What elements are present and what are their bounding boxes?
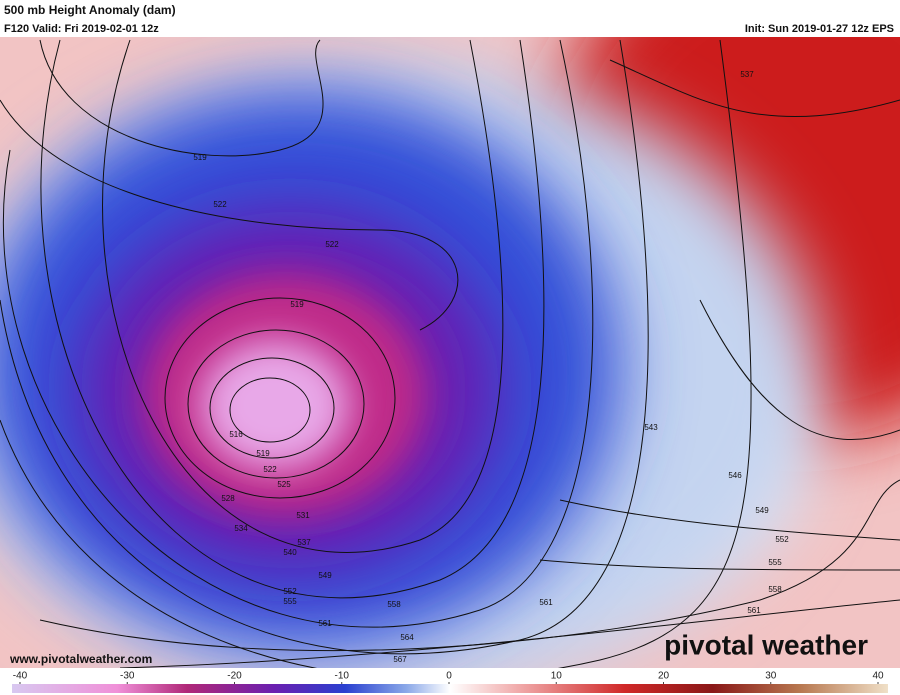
contour-label: 522 bbox=[213, 200, 227, 209]
contour-label: 567 bbox=[393, 655, 407, 664]
contour-label: 537 bbox=[740, 70, 754, 79]
contour-label: 555 bbox=[283, 597, 297, 606]
colorbar-tick-label: 20 bbox=[658, 671, 670, 682]
colorbar-tick-label: 30 bbox=[765, 671, 777, 682]
contour-label: 528 bbox=[221, 494, 235, 503]
contour-label: 552 bbox=[775, 535, 789, 544]
contour-label: 561 bbox=[539, 598, 553, 607]
contour-label: 522 bbox=[325, 240, 339, 249]
contour-label: 531 bbox=[296, 511, 310, 520]
colorbar-tick-label: -20 bbox=[227, 671, 242, 682]
contour-label: 540 bbox=[283, 548, 297, 557]
contour-label: 519 bbox=[256, 449, 270, 458]
colorbar-tick-label: -30 bbox=[120, 671, 135, 682]
contour-label: 549 bbox=[318, 571, 332, 580]
contour-label: 537 bbox=[297, 538, 311, 547]
website: www.pivotalweather.com bbox=[9, 652, 152, 666]
valid-time: F120 Valid: Fri 2019-02-01 12z bbox=[4, 23, 159, 35]
contour-label: 543 bbox=[644, 423, 658, 432]
colorbar-tick-label: 0 bbox=[446, 671, 452, 682]
contour-label: 558 bbox=[768, 585, 782, 594]
contour-label: 561 bbox=[318, 619, 332, 628]
contour-label: 525 bbox=[277, 480, 291, 489]
colorbar-tick-label: 40 bbox=[872, 671, 884, 682]
colorbar-tick-label: -10 bbox=[335, 671, 350, 682]
contour-label: 519 bbox=[193, 153, 207, 162]
contour-label: 552 bbox=[283, 587, 297, 596]
colorbar bbox=[12, 684, 888, 693]
contour-label: 519 bbox=[290, 300, 304, 309]
contour-label: 564 bbox=[400, 633, 414, 642]
contour-label: 534 bbox=[234, 524, 248, 533]
contour-label: 555 bbox=[768, 558, 782, 567]
logo: pivotal weather bbox=[664, 629, 868, 660]
title: 500 mb Height Anomaly (dam) bbox=[4, 3, 176, 17]
contour-label: 549 bbox=[755, 506, 769, 515]
colorbar-tick-label: 10 bbox=[551, 671, 563, 682]
contour-label: 546 bbox=[728, 471, 742, 480]
colorbar-tick-label: -40 bbox=[13, 671, 28, 682]
contour-label: 516 bbox=[229, 430, 243, 439]
init-time: Init: Sun 2019-01-27 12z EPS bbox=[745, 23, 894, 35]
contour-label: 522 bbox=[263, 465, 277, 474]
contour-label: 558 bbox=[387, 600, 401, 609]
contour-label: 561 bbox=[747, 606, 761, 615]
